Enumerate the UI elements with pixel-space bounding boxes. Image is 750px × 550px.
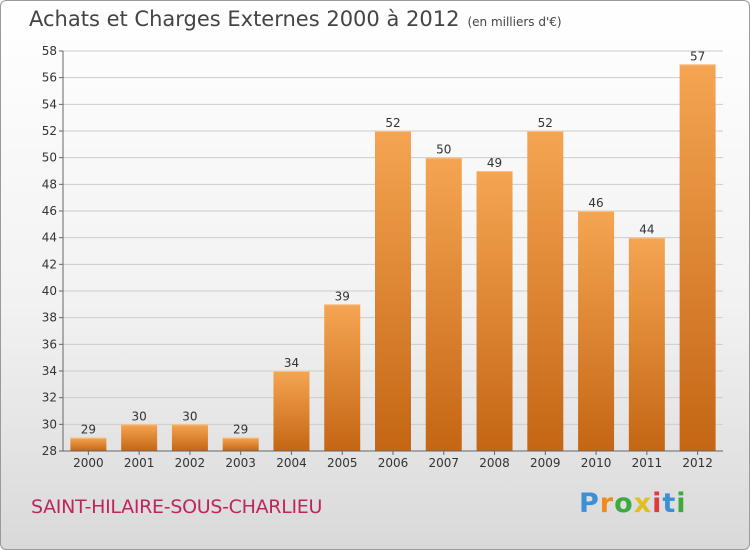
- x-tick-label: 2012: [682, 456, 713, 470]
- x-tick-label: 2011: [632, 456, 663, 470]
- y-tick-label: 28: [42, 444, 57, 458]
- y-tick-label: 54: [42, 97, 57, 111]
- data-label: 44: [639, 223, 654, 237]
- x-tick-label: 2004: [276, 456, 307, 470]
- y-tick-label: 46: [42, 204, 57, 218]
- data-label: 29: [233, 423, 248, 437]
- bar: [222, 437, 259, 451]
- y-tick-label: 34: [42, 364, 57, 378]
- x-tick-label: 2001: [124, 456, 155, 470]
- y-tick-label: 32: [42, 391, 57, 405]
- x-tick-label: 2002: [175, 456, 206, 470]
- bar: [70, 437, 107, 451]
- data-label: 50: [436, 143, 451, 157]
- bar: [527, 131, 564, 451]
- y-tick-label: 42: [42, 257, 57, 271]
- x-axis: 2000 2001 2002 2003 2004 2005 2006 2007 2008 2009…: [63, 450, 723, 470]
- y-axis: 28 30 32 34 36 38 40 42 44 46 48 50 52 54 56 58: [42, 44, 64, 458]
- bar: [171, 424, 208, 451]
- x-tick-label: 2009: [530, 456, 561, 470]
- logo-letter: i: [652, 488, 663, 519]
- data-label: 39: [335, 289, 350, 303]
- chart-unit: (en milliers d'€): [467, 15, 562, 29]
- data-label: 52: [538, 116, 553, 130]
- y-tick-label: 58: [42, 44, 57, 58]
- x-tick-label: 2006: [378, 456, 409, 470]
- bar: [679, 64, 716, 452]
- y-tick-label: 52: [42, 124, 57, 138]
- x-tick-label: 2010: [581, 456, 612, 470]
- data-label: 29: [81, 423, 96, 437]
- bar: [121, 424, 158, 451]
- bar: [628, 237, 665, 451]
- data-label: 49: [487, 156, 502, 170]
- logo-letter: t: [662, 488, 677, 519]
- bar: [578, 211, 615, 451]
- logo-letter: o: [614, 488, 634, 519]
- chart-title-text: Achats et Charges Externes 2000 à 2012: [29, 7, 460, 31]
- logo-letter: x: [633, 488, 653, 519]
- y-tick-label: 50: [42, 151, 57, 165]
- x-tick-label: 2000: [73, 456, 104, 470]
- logo-letter: P: [579, 488, 600, 519]
- x-tick-label: 2005: [327, 456, 358, 470]
- x-tick-label: 2007: [428, 456, 459, 470]
- data-label: 46: [588, 196, 603, 210]
- bar: [375, 131, 411, 451]
- proxiti-logo: Proxiti: [579, 488, 687, 519]
- y-tick-label: 48: [42, 177, 57, 191]
- data-label: 30: [182, 409, 197, 423]
- bar: [476, 171, 513, 451]
- bars: 29 30 30 29 34 39 52 50 49 52 46 44 57: [70, 49, 716, 452]
- chart-title: Achats et Charges Externes 2000 à 2012 (e…: [29, 7, 562, 31]
- x-tick-label: 2003: [225, 456, 256, 470]
- logo-letter: i: [676, 488, 687, 519]
- data-label: 57: [690, 49, 705, 63]
- bar: [324, 304, 361, 451]
- logo-letter: r: [599, 488, 615, 519]
- y-tick-label: 40: [42, 284, 57, 298]
- y-tick-label: 44: [42, 231, 57, 245]
- y-tick-label: 38: [42, 311, 57, 325]
- y-tick-label: 56: [42, 71, 57, 85]
- bar: [273, 371, 310, 451]
- town-name: SAINT-HILAIRE-SOUS-CHARLIEU: [31, 496, 323, 518]
- y-tick-label: 36: [42, 337, 57, 351]
- x-tick-label: 2008: [479, 456, 510, 470]
- data-label: 34: [284, 356, 299, 370]
- y-tick-label: 30: [42, 417, 57, 431]
- data-label: 52: [385, 116, 400, 130]
- data-label: 30: [132, 409, 147, 423]
- bar: [425, 157, 462, 451]
